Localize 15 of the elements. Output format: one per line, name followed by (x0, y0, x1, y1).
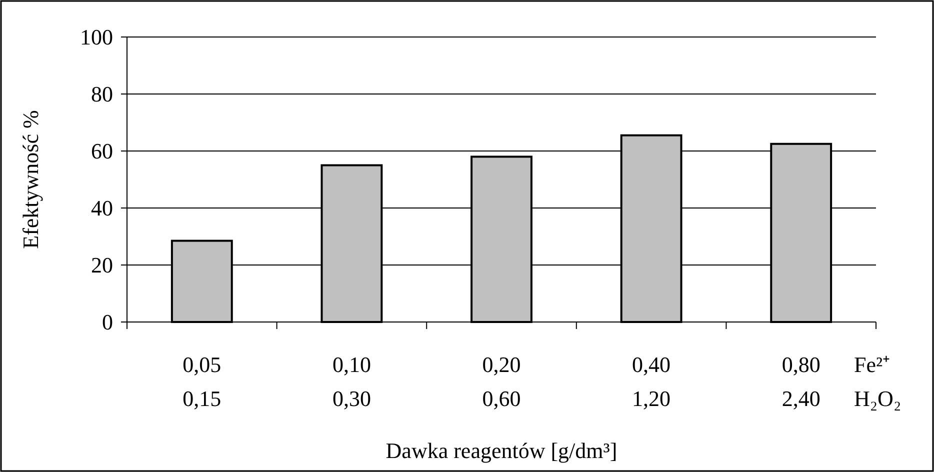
y-tick-label: 40 (91, 196, 113, 221)
x-tick-label: 0,10 0,30 (332, 352, 371, 411)
y-tick-label: 0 (102, 310, 113, 335)
y-tick-label: 80 (91, 82, 113, 107)
x-tick-label: 0,20 0,60 (482, 352, 521, 411)
y-tick-label: 60 (91, 138, 113, 164)
text: Fe²⁺ (854, 352, 890, 377)
y-axis-title: Efektywność % (18, 110, 43, 249)
y-tick-label: 100 (80, 24, 113, 50)
x-tick-label: 0,80 2,40 (782, 352, 820, 411)
y-tick-label: 20 (91, 252, 113, 278)
x-tick-label: 0,05 0,15 (182, 352, 222, 411)
text: H₂O₂ (854, 386, 902, 411)
x-axis-title: Dawka reagentów [g/dm³] (386, 438, 618, 463)
x-tick-label: 0,40 1,20 (632, 352, 671, 411)
